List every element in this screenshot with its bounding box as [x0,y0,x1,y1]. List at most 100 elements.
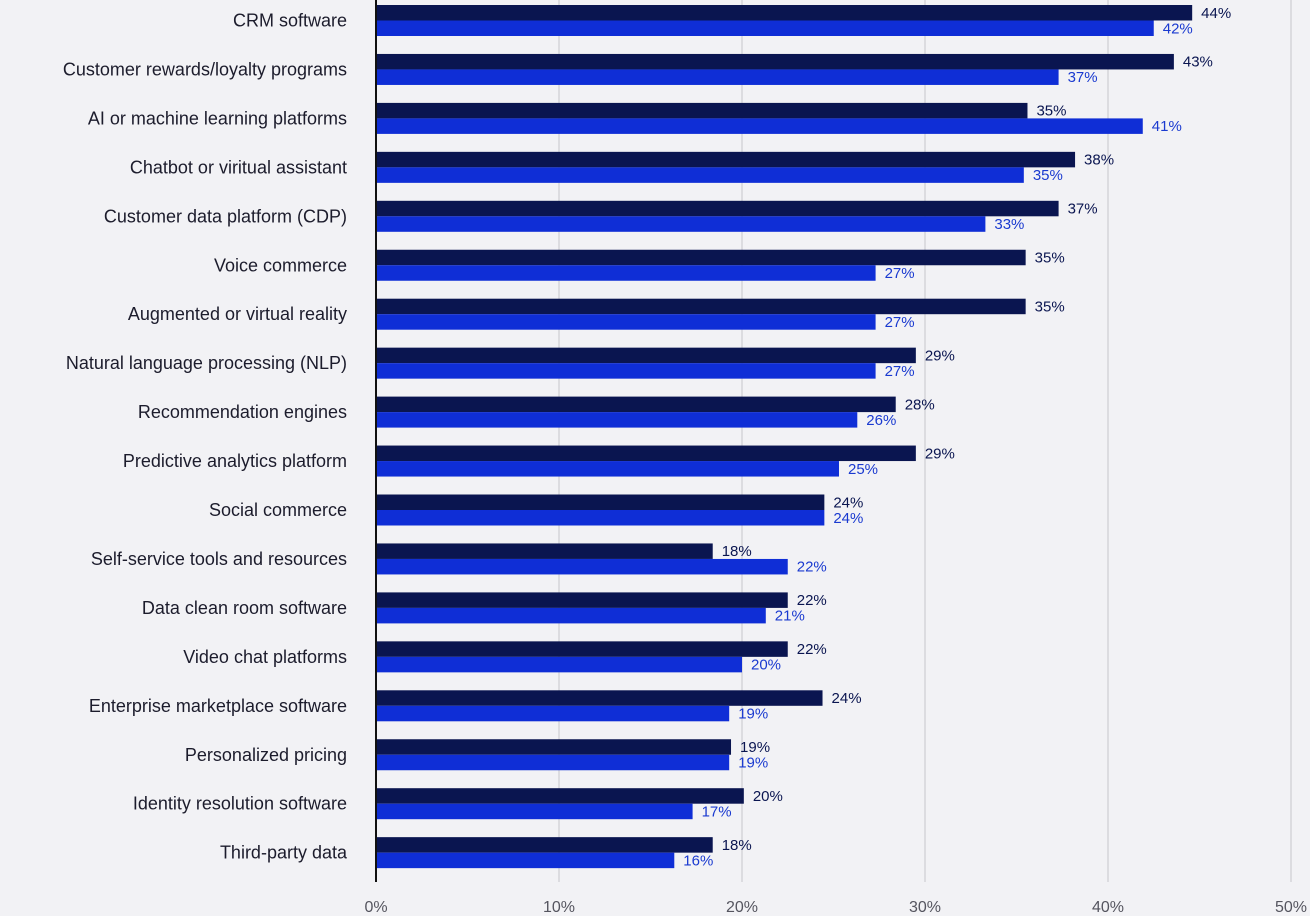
x-tick-label: 0% [364,899,387,916]
data-label: 26% [866,412,896,429]
data-label: 35% [1035,250,1065,267]
data-label: 24% [833,510,863,527]
bar-series-1 [376,53,1174,70]
data-label: 17% [702,803,732,820]
bar-series-2 [376,558,788,575]
bar-series-1 [376,788,744,804]
data-label: 37% [1068,69,1098,86]
category-label: Identity resolution software [133,794,347,814]
bar-series-1 [376,592,788,608]
data-label: 18% [722,543,752,560]
data-label: 24% [832,690,862,707]
category-label: Predictive analytics platform [123,451,347,471]
bar-series-1 [376,641,788,657]
bar-series-2 [376,216,986,232]
data-label: 29% [925,347,955,364]
category-label: Chatbot or viritual assistant [130,157,347,177]
data-label: 21% [775,608,805,625]
data-label: 38% [1084,152,1114,169]
bar-series-1 [376,200,1059,217]
data-label: 27% [885,314,915,331]
bar-series-2 [376,705,730,722]
category-label: Natural language processing (NLP) [66,353,347,373]
data-label: 28% [905,396,935,413]
bar-series-2 [376,607,766,624]
bar-series-1 [376,298,1026,315]
bar-series-1 [376,5,1193,21]
x-tick-label: 40% [1092,899,1124,916]
data-label: 18% [722,837,752,854]
data-label: 22% [797,559,827,576]
bar-series-1 [376,151,1076,168]
data-label: 27% [885,265,915,282]
data-label: 35% [1033,167,1063,184]
bar-series-2 [376,363,876,379]
data-label: 41% [1152,118,1182,135]
bar-series-2 [376,314,876,330]
bar-series-2 [376,656,742,673]
bar-series-2 [376,412,858,428]
category-label: Data clean room software [142,598,347,618]
bar-series-2 [376,461,839,477]
category-label: Customer rewards/loyalty programs [63,59,347,79]
bar-series-1 [376,739,732,755]
bar-series-2 [376,754,730,771]
data-label: 44% [1201,5,1231,22]
category-label: Video chat platforms [183,647,347,667]
data-label: 22% [797,592,827,609]
bar-series-1 [376,249,1026,266]
category-label: Enterprise marketplace software [89,696,347,716]
x-tick-label: 20% [726,899,758,916]
data-label: 24% [833,494,863,511]
bar-series-1 [376,347,916,364]
data-label: 22% [797,641,827,658]
data-label: 19% [738,706,768,723]
category-label: AI or machine learning platforms [88,108,347,128]
grid-lines [558,0,1292,882]
bar-series-1 [376,396,896,413]
x-tick-label: 10% [543,899,575,916]
bar-series-2 [376,265,876,281]
category-label: Third-party data [220,843,348,863]
bar-series-1 [376,494,825,510]
bar-series-2 [376,803,693,820]
data-label: 20% [751,657,781,674]
bar-series-2 [376,510,825,526]
x-tick-label: 50% [1275,899,1307,916]
data-label: 43% [1183,54,1213,71]
category-label: Customer data platform (CDP) [104,206,347,226]
data-label: 29% [925,445,955,462]
category-label: Recommendation engines [138,402,347,422]
category-label: Social commerce [209,500,347,520]
bar-series-1 [376,445,916,462]
bar-series-1 [376,543,713,559]
data-label: 42% [1163,20,1193,37]
data-label: 19% [740,739,770,756]
data-label: 19% [738,755,768,772]
category-label: Augmented or virtual reality [128,304,347,324]
bars [376,5,1193,869]
data-label: 27% [885,363,915,380]
bar-series-2 [376,69,1059,85]
data-label: 35% [1035,298,1065,315]
category-label: CRM software [233,11,347,31]
data-label: 25% [848,461,878,478]
category-label: Personalized pricing [185,745,347,765]
bar-series-2 [376,167,1024,183]
category-label: Voice commerce [214,255,347,275]
data-label: 33% [994,216,1024,233]
bar-series-2 [376,852,675,869]
data-label: 20% [753,788,783,805]
data-label: 35% [1036,103,1066,120]
category-label: Self-service tools and resources [91,549,347,569]
bar-series-2 [376,20,1154,36]
x-tick-label: 30% [909,899,941,916]
bar-series-2 [376,118,1143,134]
labels: 0% 10% 20% 30% 40% 50% 44% 42% CRM software 43% 37… [63,5,1307,916]
data-label: 16% [683,852,713,869]
bar-series-1 [376,690,823,706]
data-label: 37% [1068,201,1098,218]
bar-series-1 [376,102,1028,119]
bar-series-1 [376,837,713,853]
